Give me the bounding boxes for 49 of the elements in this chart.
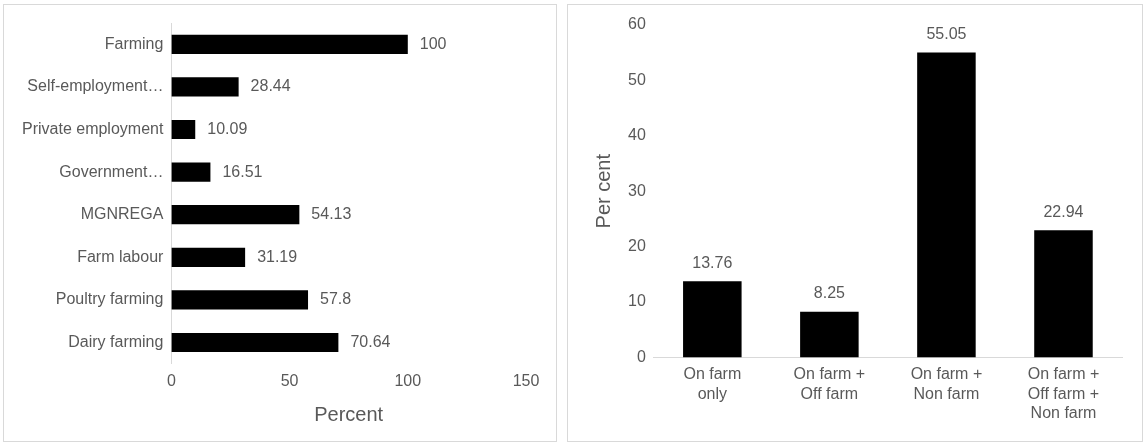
bar: [171, 77, 239, 97]
y-axis-title: Per cent: [591, 153, 614, 229]
x-axis-title: Percent: [314, 402, 384, 425]
y-tick-label: MGNREGA: [80, 205, 164, 223]
data-label: 55.05: [926, 24, 967, 42]
y-tick-label: 0: [636, 347, 646, 365]
bar: [1034, 230, 1093, 358]
x-tick-label: 0: [166, 371, 176, 389]
data-label: 13.76: [692, 253, 733, 271]
bar: [171, 332, 339, 353]
bar: [171, 34, 408, 54]
data-label: 70.64: [350, 332, 391, 350]
x-tick-label: 50: [280, 371, 299, 389]
data-label: 28.44: [250, 77, 291, 95]
bar: [917, 52, 976, 358]
y-tick-label: 60: [628, 15, 646, 33]
y-tick-label: Farming: [104, 34, 164, 52]
data-label: 100: [419, 34, 447, 52]
data-label: 54.13: [311, 205, 352, 223]
bar: [800, 311, 859, 358]
y-tick-label: 20: [628, 237, 646, 255]
data-label: 31.19: [257, 247, 298, 265]
bar: [171, 119, 196, 140]
data-label: 16.51: [222, 162, 263, 180]
y-tick-label: Poultry farming: [55, 290, 164, 308]
y-tick-label: 10: [628, 292, 646, 310]
y-tick-label: 30: [628, 181, 646, 199]
y-tick-label: 50: [628, 70, 646, 88]
y-tick-label: Private employment: [22, 119, 164, 137]
bar: [171, 290, 309, 310]
y-tick-label: Self-employment…: [27, 77, 164, 95]
bar: [683, 281, 742, 358]
bar: [171, 247, 246, 267]
data-label: 57.8: [320, 290, 352, 308]
x-tick-label: 150: [512, 371, 540, 389]
data-label: 10.09: [207, 119, 248, 137]
data-label: 22.94: [1043, 202, 1084, 220]
y-tick-label: Dairy farming: [68, 332, 164, 350]
bar: [171, 162, 211, 182]
x-tick-label: On farm + Off farm: [793, 365, 866, 402]
data-label: 8.25: [813, 284, 846, 302]
x-tick-label: On farm + Off farm + Non farm: [1027, 365, 1100, 421]
y-tick-label: Farm labour: [77, 247, 165, 265]
x-tick-label: On farm + Non farm: [910, 365, 983, 402]
bar: [171, 205, 300, 225]
y-tick-label: Government…: [59, 162, 164, 180]
x-tick-label: On farm only: [683, 365, 742, 402]
y-tick-label: 40: [628, 126, 646, 144]
x-tick-label: 100: [394, 371, 422, 389]
